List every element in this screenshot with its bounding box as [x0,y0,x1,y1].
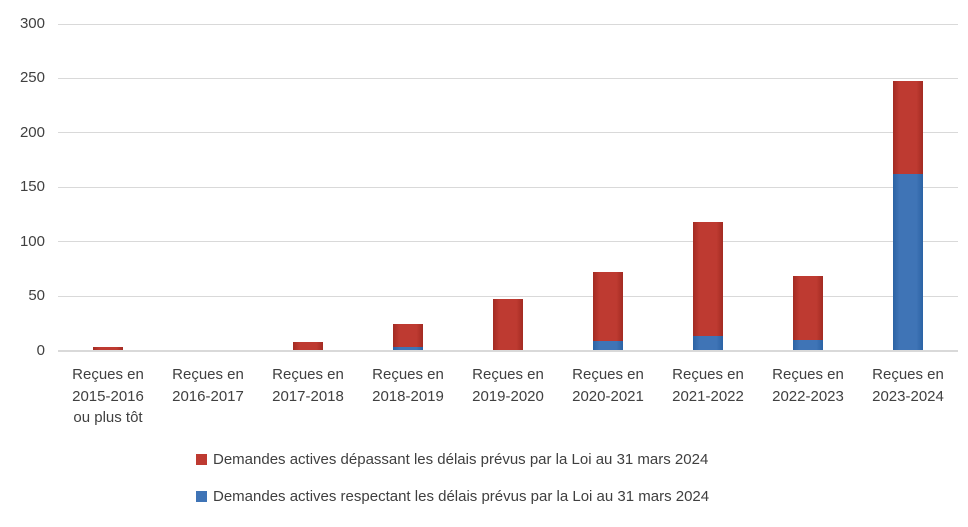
x-category-label-line: ou plus tôt [73,409,143,426]
x-category-label-line: Reçues en [272,366,344,383]
x-category-label: Reçues en 2017-2018 [258,364,358,407]
x-category-label-line: 2021-2022 [672,387,744,405]
legend-item: Demandes actives dépassant les délais pr… [196,450,709,468]
legend-label: Demandes actives respectant les délais p… [213,487,710,505]
x-category-label-line: Reçues en [472,366,544,383]
bar-segment [393,347,423,351]
bar-segment [893,80,923,175]
x-category-label: Reçues en 2021-2022 [658,364,758,407]
y-tick-label: 200 [19,123,45,141]
x-axis-baseline [58,349,958,352]
x-category-label-line: 2016-2017 [172,387,244,405]
bar-segment [893,174,923,351]
x-category-label-line: 2019-2020 [472,387,544,405]
bar-segment [393,324,423,348]
x-category-label: Reçues en 2022-2023 [758,364,858,407]
y-gridline [58,132,958,134]
x-category-label-line: Reçues en [572,366,644,383]
bar-segment [293,341,323,351]
x-category-label-line: 2015-2016 [72,387,144,405]
x-category-label-line: 2020-2021 [572,387,644,405]
x-category-label-line: Reçues en [872,366,944,383]
chart-legend: Demandes actives dépassant les délais pr… [196,450,709,524]
y-tick-label: 0 [36,341,45,359]
x-category-label-line: Reçues en [72,366,144,383]
y-tick-label: 100 [19,232,45,250]
x-category-label-line: 2022-2023 [772,387,844,405]
bar-segment [493,299,523,351]
x-category-label: Reçues en 2018-2019 [358,364,458,407]
legend-item: Demandes actives respectant les délais p… [196,487,709,505]
bar-segment [693,222,723,337]
x-category-label-line: Reçues en [772,366,844,383]
y-gridline [58,23,958,25]
x-category-label: Reçues en 2023-2024 [858,364,958,407]
x-category-label-line: Reçues en [672,366,744,383]
x-category-label: Reçues en 2019-2020 [458,364,558,407]
y-gridline [58,295,958,297]
x-category-label-line: 2018-2019 [372,387,444,405]
bar-segment [593,340,623,351]
x-category-label: Reçues en 2015-2016 ou plus tôt [58,364,158,429]
bar-segment [93,347,123,351]
legend-color-swatch-icon [196,490,207,502]
y-tick-label: 250 [19,69,45,87]
bar-segment [793,339,823,351]
y-gridline [58,77,958,79]
legend-color-swatch-icon [196,453,207,465]
y-gridline [58,241,958,243]
x-category-label: Reçues en 2020-2021 [558,364,658,407]
bar-segment [593,272,623,341]
x-category-label: Reçues en 2016-2017 [158,364,258,407]
x-category-label-line: 2017-2018 [272,387,344,405]
bar-segment [693,336,723,351]
x-category-label-line: 2023-2024 [872,387,944,405]
y-tick-label: 50 [28,287,45,305]
x-category-label-line: Reçues en [172,366,244,383]
legend-label: Demandes actives dépassant les délais pr… [213,450,709,468]
y-tick-label: 300 [19,15,45,32]
y-gridline [58,186,958,188]
x-category-label-line: Reçues en [372,366,444,383]
bar-segment [793,276,823,340]
y-tick-label: 150 [19,178,45,196]
